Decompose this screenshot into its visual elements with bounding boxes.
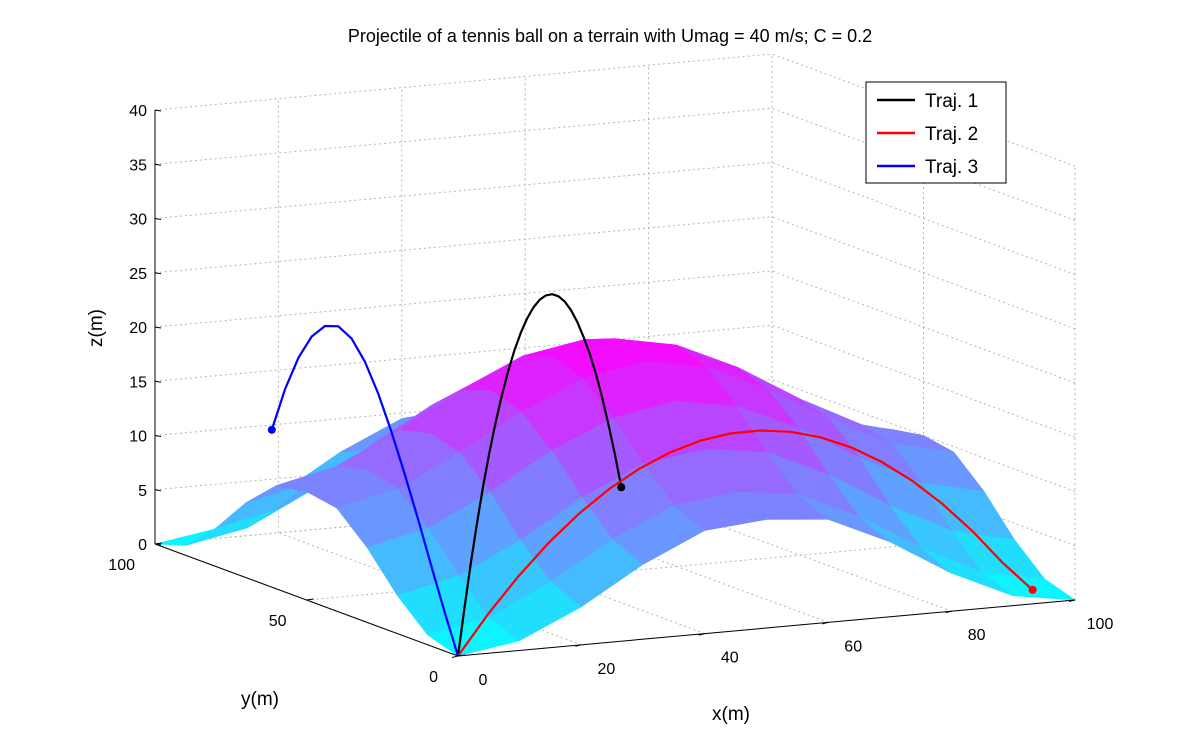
- z-tick-label: 30: [129, 212, 147, 229]
- trajectory-endpoint-2: [1028, 585, 1037, 594]
- grid-sidewall-z: [771, 162, 1076, 275]
- grid-sidewall-z: [771, 270, 1076, 384]
- x-tick-label: 40: [721, 650, 739, 667]
- x-tick-label: 60: [844, 638, 862, 655]
- z-tick-label: 40: [129, 103, 147, 120]
- z-tick-mark: [154, 435, 162, 437]
- x-tick-label: 100: [1087, 616, 1114, 633]
- trajectory-line-3: [270, 324, 460, 657]
- x-tick-mark: [945, 610, 952, 614]
- legend-label-2: Traj. 2: [925, 124, 978, 145]
- z-tick-mark: [154, 380, 162, 383]
- x-axis-line: [457, 599, 1076, 657]
- y-tick-mark: [457, 654, 466, 657]
- z-tick-label: 35: [129, 157, 147, 174]
- y-tick-label: 0: [429, 669, 438, 686]
- x-tick-mark: [822, 621, 829, 625]
- grid-backwall-z: [154, 216, 773, 274]
- x-tick-mark: [575, 644, 582, 647]
- z-axis-label: z(m): [86, 309, 107, 347]
- grid-backwall-z: [154, 270, 773, 328]
- x-tick-label: 20: [598, 661, 616, 678]
- x-tick-mark: [1068, 599, 1076, 602]
- x-tick-label: 0: [479, 672, 488, 689]
- axes: [154, 109, 1076, 658]
- legend-label-3: Traj. 3: [925, 157, 978, 178]
- z-tick-mark: [154, 163, 162, 166]
- chart-title: Projectile of a tennis ball on a terrain…: [348, 26, 872, 46]
- grid-sidewall-z: [771, 324, 1076, 438]
- surface-patch: [215, 482, 308, 529]
- z-tick-label: 20: [129, 320, 147, 337]
- x-axis-label: x(m): [712, 704, 750, 725]
- z-tick-mark: [154, 218, 162, 220]
- legend-label-1: Traj. 1: [925, 91, 978, 112]
- z-tick-label: 25: [129, 266, 147, 283]
- z-tick-mark: [154, 109, 162, 112]
- grid-floor-y: [306, 543, 924, 601]
- terrain-surface: [154, 338, 1077, 657]
- trajectories: [267, 293, 1037, 657]
- z-tick-label: 0: [138, 537, 147, 554]
- grid-backwall-z: [154, 53, 773, 111]
- grid-sidewall-z: [771, 216, 1076, 330]
- trajectory-endpoint-3: [267, 425, 276, 434]
- grid-backwall-z: [154, 162, 773, 219]
- z-tick-mark: [154, 543, 162, 546]
- trajectory-endpoint-1: [617, 483, 626, 492]
- surface-patch: [185, 508, 278, 546]
- z-tick-mark: [154, 489, 162, 492]
- y-tick-mark: [306, 598, 314, 601]
- x-tick-mark: [451, 655, 459, 658]
- legend: Traj. 1 Traj. 2 Traj. 3: [865, 81, 1007, 184]
- z-tick-label: 10: [129, 429, 147, 446]
- z-tick-mark: [154, 272, 162, 275]
- grid-backwall-z: [154, 107, 773, 165]
- y-tick-label: 50: [269, 613, 287, 630]
- z-tick-label: 5: [138, 483, 147, 500]
- trajectory-line-1: [456, 293, 623, 657]
- x-tick-mark: [698, 633, 705, 636]
- z-tick-mark: [154, 326, 162, 329]
- z-tick-label: 15: [129, 374, 147, 391]
- grid-backwall-z: [154, 324, 773, 382]
- x-tick-label: 80: [968, 627, 986, 644]
- y-axis-label: y(m): [241, 689, 279, 710]
- y-tick-label: 100: [108, 557, 135, 574]
- trajectory-line-2: [457, 429, 1034, 657]
